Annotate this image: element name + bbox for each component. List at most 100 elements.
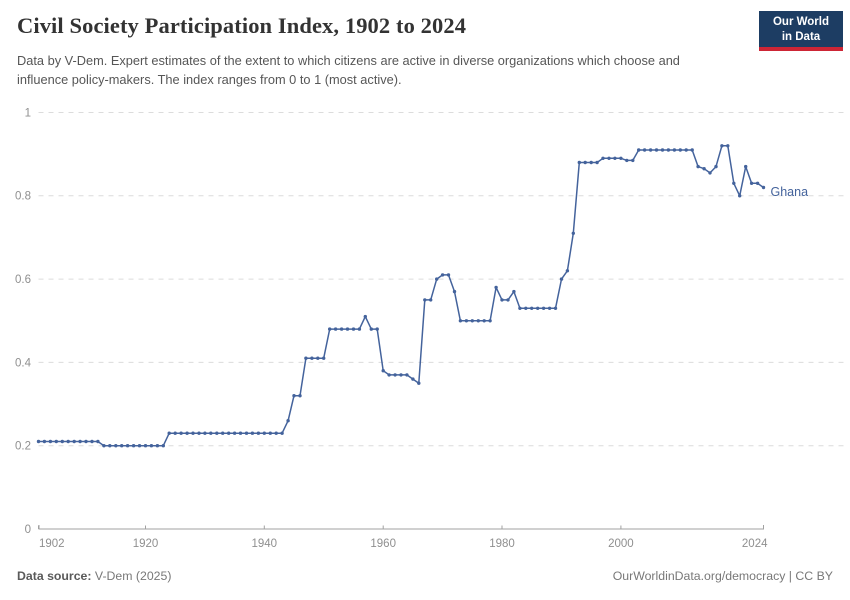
data-point (268, 431, 272, 435)
data-point (167, 431, 171, 435)
data-point (696, 164, 700, 169)
chart-subtitle: Data by V-Dem. Expert estimates of the e… (17, 53, 680, 88)
data-point (518, 306, 522, 310)
data-point (322, 356, 326, 360)
data-point (155, 444, 160, 448)
data-point (351, 327, 356, 331)
data-point (120, 444, 124, 448)
data-point (458, 319, 463, 323)
data-point (298, 394, 302, 398)
data-point (720, 144, 724, 148)
data-point (684, 148, 688, 152)
data-point (559, 277, 564, 281)
data-point (690, 148, 694, 152)
data-point (738, 194, 742, 198)
data-point (393, 373, 397, 377)
data-point (761, 185, 766, 190)
data-point (494, 285, 498, 290)
data-point (417, 381, 421, 385)
data-source-value: V-Dem (2025) (91, 569, 172, 583)
data-point (90, 439, 94, 444)
data-point (589, 160, 593, 165)
data-point (411, 377, 415, 381)
data-point (333, 327, 338, 331)
owid-logo[interactable]: Our World in Data (759, 11, 843, 52)
data-point (238, 431, 243, 435)
data-point (541, 306, 546, 310)
data-point (613, 156, 617, 160)
data-point (227, 431, 231, 435)
data-point (114, 444, 118, 448)
data-point (654, 148, 659, 152)
data-point (488, 319, 492, 323)
y-tick-label: 0.2 (15, 441, 31, 453)
data-point (631, 158, 635, 163)
data-point (292, 394, 296, 398)
data-point (149, 444, 154, 448)
data-point (470, 319, 474, 323)
data-point (583, 160, 587, 165)
y-tick-label: 1 (25, 107, 31, 119)
data-point (601, 156, 605, 160)
data-point (131, 444, 136, 448)
page-title: Civil Society Participation Index, 1902 … (17, 13, 467, 38)
data-point (435, 277, 439, 281)
data-point (446, 273, 451, 277)
y-tick-label: 0.6 (15, 274, 31, 286)
data-point (72, 439, 76, 444)
data-point (755, 181, 760, 185)
data-point (423, 298, 427, 302)
data-point (256, 431, 261, 435)
data-point (476, 319, 480, 323)
y-tick-label: 0.8 (15, 191, 31, 203)
data-point (244, 431, 249, 435)
data-point (84, 439, 88, 444)
data-point (232, 431, 237, 435)
data-point (726, 144, 730, 148)
x-tick-label: 1960 (370, 538, 396, 550)
data-point (660, 148, 665, 152)
data-point (530, 306, 534, 310)
data-point (464, 319, 469, 323)
data-point (375, 327, 379, 331)
data-point (42, 439, 47, 444)
data-point (405, 373, 409, 377)
data-point (274, 431, 278, 435)
x-tick-label: 1920 (133, 538, 159, 550)
data-point (345, 327, 350, 331)
data-point (48, 439, 53, 444)
data-point (452, 289, 457, 294)
data-point (732, 181, 736, 185)
footer-link[interactable]: OurWorldinData.org/democracy | CC BY (612, 569, 833, 583)
data-point (102, 444, 106, 448)
owid-logo-line1: Our World (772, 16, 829, 28)
data-point (250, 431, 255, 435)
x-tick-label: 1902 (39, 538, 65, 550)
data-point (399, 373, 403, 377)
data-point (678, 148, 682, 152)
series-label-ghana: Ghana (771, 185, 809, 199)
y-tick-label: 0.4 (15, 357, 32, 369)
data-point (672, 148, 677, 152)
data-point (482, 319, 486, 323)
data-point (363, 314, 367, 319)
data-point (310, 356, 314, 360)
data-point (108, 444, 112, 448)
data-point (262, 431, 266, 435)
data-point (161, 444, 165, 448)
data-point (524, 306, 528, 310)
data-point (547, 306, 552, 310)
data-point (577, 160, 581, 165)
series-line (37, 145, 765, 447)
data-point (571, 231, 575, 235)
data-point (714, 164, 718, 169)
data-point (744, 164, 748, 169)
data-point (316, 356, 320, 360)
data-point (328, 327, 332, 331)
data-point (381, 369, 385, 373)
data-point (595, 160, 599, 165)
data-point (143, 444, 148, 448)
data-point (506, 298, 510, 302)
x-tick-label: 1980 (489, 538, 515, 550)
